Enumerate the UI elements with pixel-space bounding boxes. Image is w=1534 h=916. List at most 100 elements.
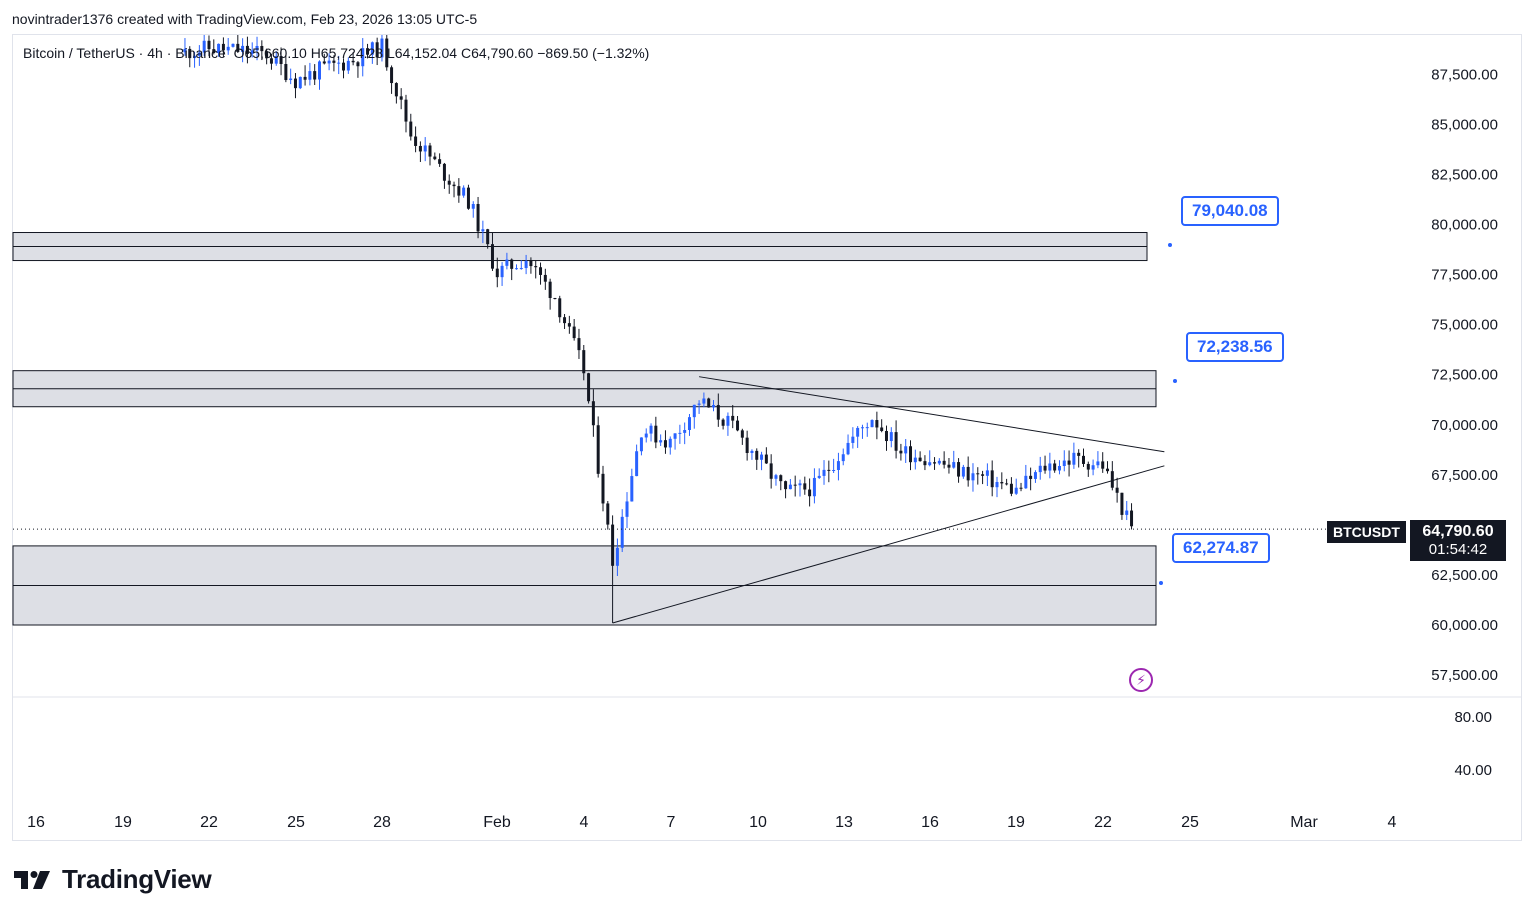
candle-body xyxy=(913,457,917,463)
candle-body xyxy=(1115,487,1119,493)
price-callout-resistance-mid[interactable]: 72,238.56 xyxy=(1186,332,1284,362)
candle-body xyxy=(966,466,970,481)
candle-body xyxy=(841,454,845,462)
candle-body xyxy=(457,186,461,196)
legend-close: C64,790.60 xyxy=(460,45,534,61)
candle-body xyxy=(1077,452,1081,456)
candle-body xyxy=(1096,461,1100,466)
candle-body xyxy=(519,268,523,270)
candle-body xyxy=(774,475,778,479)
last-price-tag: 64,790.60 01:54:42 xyxy=(1410,520,1506,561)
time-axis-label: 19 xyxy=(1007,814,1025,831)
time-axis-label: 16 xyxy=(921,814,939,831)
candle-body xyxy=(745,437,749,454)
candle-body xyxy=(697,403,701,405)
candle-body xyxy=(639,437,643,452)
candle-body xyxy=(351,60,355,63)
candle-body xyxy=(558,298,562,318)
candle-body xyxy=(755,450,759,460)
candle-body xyxy=(635,451,639,477)
candle-body xyxy=(836,461,840,470)
candle-body xyxy=(327,60,331,64)
candle-body xyxy=(236,43,240,52)
candle-body xyxy=(668,438,672,448)
candle-body xyxy=(793,484,797,486)
candle-body xyxy=(284,64,288,81)
candle-body xyxy=(995,482,999,488)
candle-body xyxy=(601,473,605,504)
candle-body xyxy=(221,43,225,51)
time-axis-label: Mar xyxy=(1290,814,1318,831)
alert-lightning-icon[interactable]: ⚡ xyxy=(1129,668,1153,692)
candle-body xyxy=(279,56,283,65)
candle-body xyxy=(822,469,826,476)
candle-body xyxy=(1120,492,1124,515)
candle-body xyxy=(692,404,696,418)
tradingview-logo[interactable]: TradingView xyxy=(14,864,212,895)
candle-body xyxy=(1014,487,1018,494)
price-callout-support[interactable]: 62,274.87 xyxy=(1172,533,1270,563)
time-axis-label: 22 xyxy=(1094,814,1112,831)
candle-body xyxy=(937,460,941,464)
time-axis-label: 25 xyxy=(287,814,305,831)
indicator-axis-label: 80.00 xyxy=(1454,709,1492,726)
candle-body xyxy=(683,430,687,433)
price-axis-label: 67,500.00 xyxy=(1431,467,1498,484)
trendline-1 xyxy=(612,465,1165,624)
candle-body xyxy=(736,420,740,431)
candle-body xyxy=(870,420,874,428)
candle-body xyxy=(923,461,927,466)
candle-body xyxy=(889,432,893,442)
chart-pane[interactable] xyxy=(12,34,1522,841)
candle-body xyxy=(1029,475,1033,479)
candle-body xyxy=(611,524,615,566)
candle-body xyxy=(274,56,278,64)
candle-body xyxy=(788,484,792,490)
candle-body xyxy=(1043,465,1047,471)
time-axis-label: Feb xyxy=(483,814,511,831)
candle-body xyxy=(899,450,903,454)
candle-body xyxy=(409,121,413,137)
candle-body xyxy=(260,45,264,52)
candle-body xyxy=(370,42,374,55)
candle-body xyxy=(476,204,480,232)
candle-body xyxy=(404,99,408,122)
price-axis-label: 60,000.00 xyxy=(1431,617,1498,634)
time-axis-label: 16 xyxy=(27,814,45,831)
candle-body xyxy=(202,40,206,53)
candle-body xyxy=(317,61,321,80)
time-axis-label: 19 xyxy=(114,814,132,831)
candle-body xyxy=(428,145,432,157)
candle-body xyxy=(423,145,427,152)
indicator-axis-label: 40.00 xyxy=(1454,762,1492,779)
candle-body xyxy=(721,419,725,426)
candle-body xyxy=(1019,487,1023,489)
candle-body xyxy=(452,184,456,187)
candle-body xyxy=(928,462,932,466)
candle-body xyxy=(534,266,538,268)
candle-body xyxy=(952,462,956,468)
candle-body xyxy=(466,187,470,209)
candle-body xyxy=(577,338,581,351)
candle-body xyxy=(250,50,254,54)
price-callout-resistance-high[interactable]: 79,040.08 xyxy=(1181,196,1279,226)
legend-symbol[interactable]: Bitcoin / TetherUS · 4h · Binance xyxy=(23,45,226,61)
callout-pointer-dot-2 xyxy=(1159,581,1163,585)
candle-body xyxy=(217,43,221,53)
candle-body xyxy=(1062,460,1066,467)
price-axis-label: 72,500.00 xyxy=(1431,367,1498,384)
callout-pointer-dot-0 xyxy=(1168,243,1172,247)
last-price-value: 64,790.60 xyxy=(1422,523,1494,540)
candle-body xyxy=(620,516,624,548)
tradingview-logo-icon xyxy=(14,870,50,889)
candle-body xyxy=(904,446,908,454)
candle-body xyxy=(981,474,985,476)
candle-body xyxy=(1009,483,1013,494)
price-axis-label: 85,000.00 xyxy=(1431,116,1498,133)
candle-body xyxy=(337,62,341,64)
candle-body xyxy=(505,259,509,266)
candle-body xyxy=(1033,472,1037,479)
candle-body xyxy=(303,76,307,80)
candle-body xyxy=(539,267,543,275)
